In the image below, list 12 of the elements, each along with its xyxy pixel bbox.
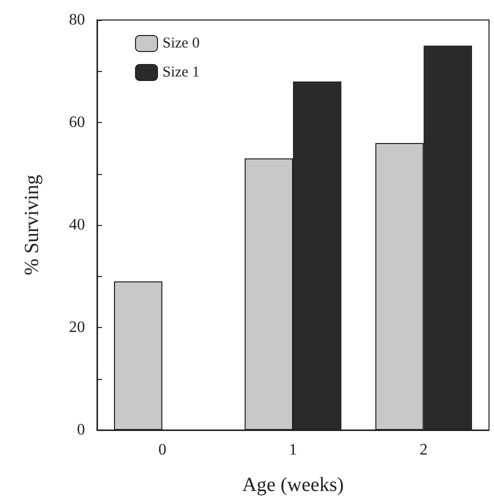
- y-tick-label: 60: [69, 114, 85, 131]
- y-tick-label: 40: [69, 216, 85, 234]
- x-tick-label: 0: [158, 442, 166, 458]
- legend-label: Size 1: [162, 64, 200, 80]
- x-tick-label: 1: [289, 442, 297, 458]
- y-tick-label: 0: [77, 422, 85, 438]
- legend-label: Size 0: [162, 36, 200, 52]
- y-axis-title: % Surviving: [21, 174, 43, 276]
- x-axis-title: Age (weeks): [242, 474, 344, 496]
- y-tick-label: 20: [69, 319, 85, 336]
- x-tick-label: 2: [420, 442, 428, 458]
- y-tick-label: 80: [69, 12, 85, 28]
